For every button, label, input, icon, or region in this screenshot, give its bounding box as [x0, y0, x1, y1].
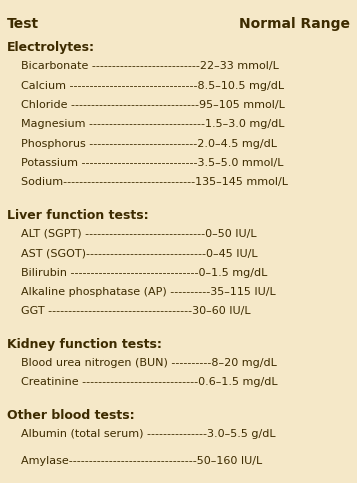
Text: Phosphorus ---------------------------2.0–4.5 mg/dL: Phosphorus ---------------------------2.… [7, 139, 277, 149]
Text: Potassium -----------------------------3.5–5.0 mmol/L: Potassium -----------------------------3… [7, 158, 284, 168]
Text: Test: Test [7, 17, 39, 31]
Text: Sodium---------------------------------135–145 mmol/L: Sodium---------------------------------1… [7, 177, 288, 187]
Text: Calcium --------------------------------8.5–10.5 mg/dL: Calcium --------------------------------… [7, 81, 284, 91]
Text: Normal Range: Normal Range [239, 17, 350, 31]
Text: Electrolytes:: Electrolytes: [7, 41, 95, 54]
Text: Alkaline phosphatase (AP) ----------35–115 IU/L: Alkaline phosphatase (AP) ----------35–1… [7, 287, 276, 297]
Text: Amylase--------------------------------50–160 IU/L: Amylase--------------------------------5… [7, 456, 262, 466]
Text: Liver function tests:: Liver function tests: [7, 209, 149, 222]
Text: Kidney function tests:: Kidney function tests: [7, 338, 162, 351]
Text: Other blood tests:: Other blood tests: [7, 409, 135, 422]
Text: Blood urea nitrogen (BUN) ----------8–20 mg/dL: Blood urea nitrogen (BUN) ----------8–20… [7, 358, 277, 368]
Text: Magnesium -----------------------------1.5–3.0 mg/dL: Magnesium -----------------------------1… [7, 119, 285, 129]
Text: Albumin (total serum) ---------------3.0–5.5 g/dL: Albumin (total serum) ---------------3.0… [7, 429, 276, 439]
Text: Creatinine -----------------------------0.6–1.5 mg/dL: Creatinine -----------------------------… [7, 377, 278, 387]
Text: Chloride --------------------------------95–105 mmol/L: Chloride -------------------------------… [7, 100, 285, 110]
Text: Bilirubin --------------------------------0–1.5 mg/dL: Bilirubin ------------------------------… [7, 268, 267, 278]
Text: GGT ------------------------------------30–60 IU/L: GGT ------------------------------------… [7, 306, 251, 316]
Text: AST (SGOT)------------------------------0–45 IU/L: AST (SGOT)------------------------------… [7, 248, 258, 258]
Text: ALT (SGPT) ------------------------------0–50 IU/L: ALT (SGPT) -----------------------------… [7, 229, 257, 239]
Text: Bicarbonate ---------------------------22–33 mmol/L: Bicarbonate ---------------------------2… [7, 61, 279, 71]
